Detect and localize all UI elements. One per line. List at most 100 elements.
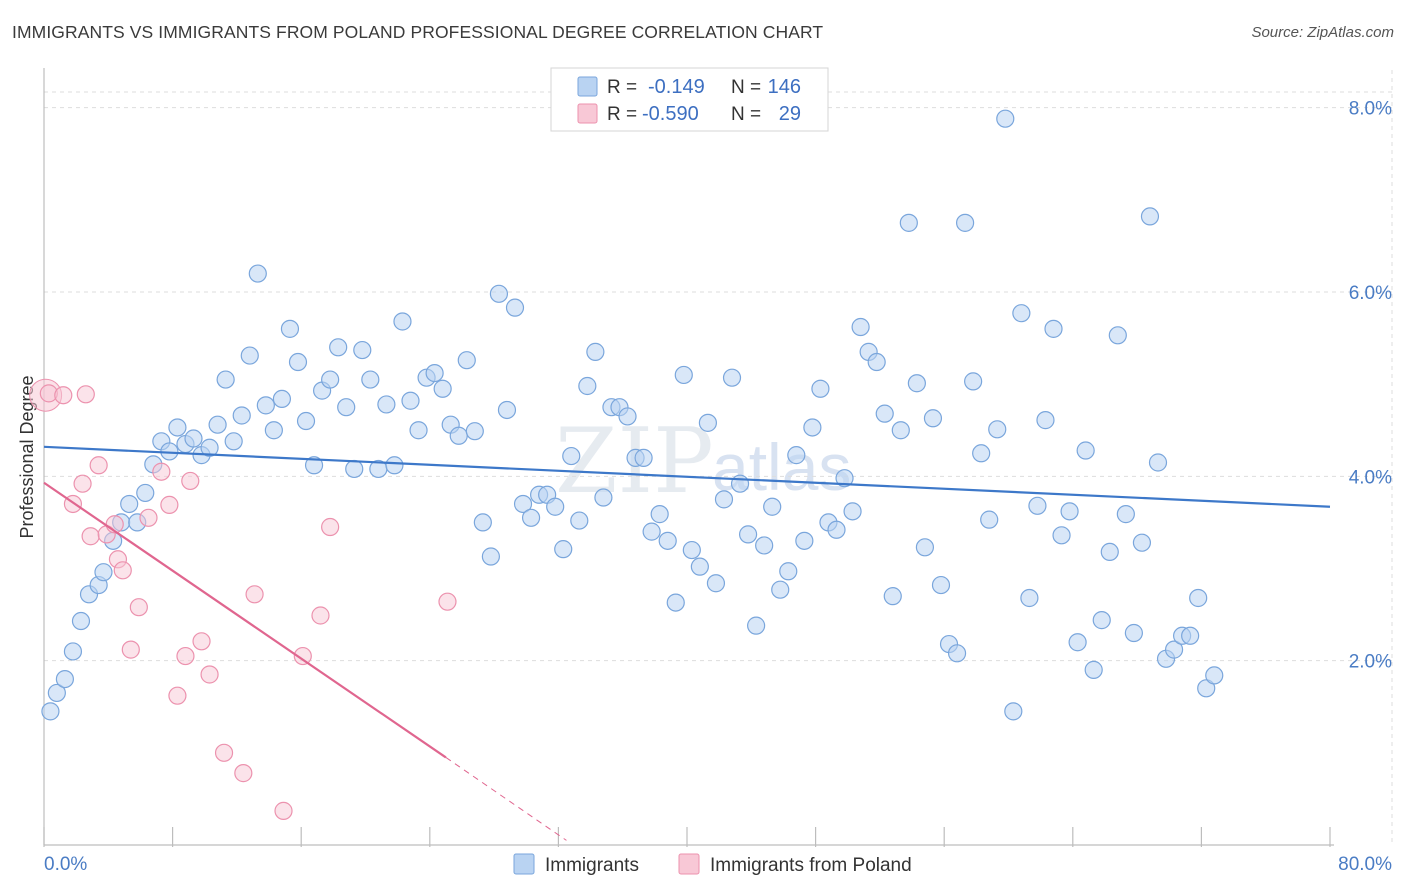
- immigrants-point-69: [594, 488, 613, 507]
- immigrants-point-131: [1092, 611, 1111, 630]
- immigrants-point-98: [827, 520, 846, 539]
- immigrants-point-123: [1028, 496, 1047, 515]
- immigrants-point-59: [513, 494, 533, 514]
- immigrants-point-28: [264, 421, 283, 440]
- immigrants-point-76: [650, 505, 669, 524]
- immigrants-point-31: [288, 352, 308, 372]
- bottom-legend-swatch-immigrants: [513, 853, 535, 875]
- immigrants-point-107: [899, 213, 918, 232]
- poland-point-27: [438, 592, 457, 611]
- immigrants-point-43: [385, 456, 404, 475]
- immigrants-point-74: [634, 448, 653, 467]
- immigrants-point-143: [1189, 588, 1208, 608]
- immigrants-point-129: [1076, 441, 1095, 460]
- immigrants-point-7: [94, 563, 113, 582]
- immigrants-point-63: [546, 497, 565, 516]
- immigrants-point-99: [835, 469, 854, 488]
- immigrants-point-134: [1116, 505, 1135, 524]
- poland-point-9: [113, 561, 132, 580]
- immigrants-point-86: [730, 474, 750, 493]
- y-tick-label-0: 2.0%: [1349, 652, 1392, 673]
- immigrants-point-52: [457, 351, 476, 370]
- immigrants-point-124: [1036, 411, 1055, 430]
- poland-point-17: [181, 471, 200, 491]
- immigrants-point-118: [988, 420, 1007, 439]
- immigrants-point-121: [1012, 304, 1031, 323]
- immigrants-point-65: [562, 446, 581, 466]
- y-axis-label: Professional Degree: [17, 375, 37, 538]
- immigrants-point-138: [1148, 453, 1168, 472]
- series-immigrants-points: [41, 109, 1224, 721]
- immigrants-point-122: [1020, 588, 1039, 608]
- immigrants-point-32: [296, 411, 316, 431]
- poland-point-24: [293, 646, 312, 666]
- immigrants-point-22: [216, 370, 235, 389]
- immigrants-point-68: [586, 342, 605, 361]
- immigrants-point-24: [232, 406, 251, 425]
- immigrants-point-111: [931, 575, 951, 595]
- immigrants-point-114: [955, 213, 975, 232]
- immigrants-point-40: [361, 370, 380, 389]
- immigrants-point-119: [996, 109, 1015, 128]
- poland-point-20: [214, 743, 234, 762]
- immigrants-point-93: [787, 446, 806, 465]
- immigrants-point-10: [120, 494, 139, 514]
- immigrants-point-132: [1100, 542, 1119, 562]
- legend-n-label-2: N =: [731, 104, 761, 125]
- immigrants-point-100: [843, 502, 862, 521]
- immigrants-point-33: [304, 456, 324, 475]
- immigrants-point-67: [578, 376, 597, 396]
- legend-n-value-1: 146: [768, 76, 801, 98]
- immigrants-point-56: [489, 284, 509, 303]
- y-tick-labels: 2.0% 4.0% 6.0% 8.0%: [1349, 99, 1392, 673]
- immigrants-point-16: [168, 418, 187, 437]
- immigrants-point-88: [747, 616, 766, 635]
- immigrants-point-133: [1108, 326, 1127, 345]
- immigrants-point-49: [433, 379, 452, 398]
- legend-n-label-1: N =: [731, 77, 761, 98]
- immigrants-point-25: [240, 346, 259, 365]
- immigrants-point-55: [481, 547, 500, 566]
- immigrants-point-130: [1084, 660, 1103, 679]
- immigrants-trend-line: [43, 445, 1331, 508]
- poland-point-26: [321, 517, 340, 537]
- immigrants-point-110: [923, 409, 943, 428]
- poland-point-3: [73, 474, 92, 493]
- immigrants-point-116: [972, 444, 991, 463]
- poland-point-13: [152, 462, 171, 481]
- poland-trend-line: [43, 481, 447, 759]
- immigrants-point-89: [755, 536, 774, 555]
- immigrants-point-115: [964, 372, 983, 391]
- immigrants-point-35: [321, 370, 340, 389]
- poland-point-10: [121, 640, 140, 659]
- immigrants-point-91: [771, 580, 790, 599]
- immigrants-point-12: [136, 483, 155, 503]
- immigrants-point-120: [1004, 702, 1023, 721]
- immigrants-point-94: [795, 531, 814, 550]
- immigrants-point-142: [1181, 626, 1200, 645]
- watermark-atlas: atlas: [712, 430, 851, 504]
- y-tick-label-3: 8.0%: [1349, 99, 1392, 120]
- bottom-legend-swatch-poland: [678, 853, 700, 875]
- immigrants-point-77: [658, 531, 677, 550]
- immigrants-point-66: [570, 511, 589, 530]
- correlation-legend: R = -0.149 N = 146 R = -0.590 N = 29: [550, 67, 829, 132]
- immigrants-point-23: [224, 432, 243, 451]
- poland-point-1: [54, 386, 73, 405]
- immigrants-point-140: [1164, 640, 1184, 659]
- immigrants-point-37: [337, 398, 356, 417]
- legend-r-value-2: -0.590: [642, 103, 699, 125]
- immigrants-point-45: [401, 391, 420, 410]
- immigrants-point-92: [779, 562, 798, 581]
- poland-point-25: [311, 606, 330, 625]
- immigrants-point-1: [47, 683, 66, 703]
- immigrants-point-54: [473, 513, 492, 532]
- immigrants-point-105: [883, 587, 902, 606]
- immigrants-point-48: [425, 363, 444, 383]
- immigrants-point-136: [1132, 533, 1152, 552]
- immigrants-point-144: [1197, 679, 1216, 698]
- legend-swatch-blue: [577, 76, 598, 97]
- immigrants-point-137: [1140, 207, 1160, 226]
- immigrants-point-106: [891, 421, 910, 440]
